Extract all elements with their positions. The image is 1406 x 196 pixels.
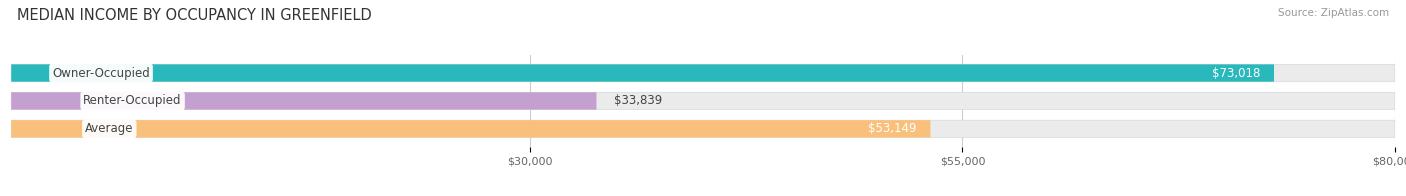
PathPatch shape bbox=[11, 120, 931, 138]
Text: $33,839: $33,839 bbox=[614, 94, 662, 107]
PathPatch shape bbox=[11, 64, 1395, 82]
Text: Owner-Occupied: Owner-Occupied bbox=[52, 66, 150, 80]
PathPatch shape bbox=[11, 64, 1274, 82]
Text: Source: ZipAtlas.com: Source: ZipAtlas.com bbox=[1278, 8, 1389, 18]
Text: Renter-Occupied: Renter-Occupied bbox=[83, 94, 181, 107]
Text: MEDIAN INCOME BY OCCUPANCY IN GREENFIELD: MEDIAN INCOME BY OCCUPANCY IN GREENFIELD bbox=[17, 8, 371, 23]
PathPatch shape bbox=[11, 92, 1395, 110]
Text: $73,018: $73,018 bbox=[1212, 66, 1260, 80]
Text: $53,149: $53,149 bbox=[868, 122, 917, 135]
Text: Average: Average bbox=[84, 122, 134, 135]
PathPatch shape bbox=[11, 120, 1395, 138]
PathPatch shape bbox=[11, 92, 596, 110]
